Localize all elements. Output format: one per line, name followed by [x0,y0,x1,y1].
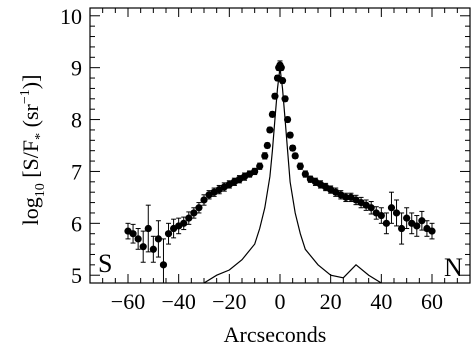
data-point [134,235,142,243]
data-point [180,219,188,227]
data-point [387,204,396,212]
corner-label-south: S [98,249,112,278]
y-tick-label: 5 [71,263,82,288]
data-point [418,217,426,225]
data-point [164,230,173,238]
data-point [291,152,299,160]
x-tick-label: −40 [161,289,195,314]
data-point [296,162,304,170]
data-point [195,204,203,212]
data-point [377,211,385,220]
data-point [413,222,421,230]
x-tick-label: 60 [421,289,443,314]
y-tick-label: 10 [60,4,82,29]
data-point [286,131,294,139]
data-point [190,209,198,217]
data-point [281,95,289,103]
data-point [271,92,279,100]
data-point [263,141,271,150]
plot-frame [89,7,471,284]
data-point [289,144,297,152]
y-axis-title-close: )] [18,75,43,90]
data-point [284,115,292,124]
x-tick-label: −20 [212,289,246,314]
plot-area [124,60,436,283]
data-point [428,227,436,235]
data-point [268,110,276,118]
y-tick-label: 7 [71,159,82,184]
data-point [251,167,259,176]
data-point [159,261,168,269]
y-axis-title-star: * [33,133,48,140]
data-point [154,235,162,243]
data-point [129,230,137,238]
data-point [266,126,274,134]
x-axis-title: Arcseconds [224,322,327,347]
model-line [203,67,382,283]
x-tick-label: −60 [111,289,145,314]
x-tick-label: 40 [370,289,392,314]
data-point [367,204,375,212]
y-axis-title-main: log [18,197,43,225]
data-point [185,214,193,222]
series-group [124,60,436,283]
data-point [149,245,157,253]
x-tick-label: 0 [275,289,286,314]
data-point [200,196,208,204]
axes: −60 −40 −20 0 20 40 60 5 6 7 8 9 10 [60,4,471,314]
data-point [278,77,287,85]
y-axis-title-exp: −1 [18,89,33,104]
y-tick-label: 8 [71,108,82,133]
data-point [392,209,401,217]
data-point [261,152,269,160]
data-point [301,170,309,178]
data-point [277,64,285,72]
y-tick-label: 6 [71,211,82,236]
y-axis-title-unit: (sr [18,103,43,132]
data-point [403,214,411,222]
data-point [342,193,350,201]
data-point [139,243,147,251]
data-point [398,224,406,233]
data-point [382,219,390,227]
y-axis-title-open: [S/F [18,140,43,183]
y-axis-title: log10 [S/F* (sr−1)] [18,75,48,226]
data-point [144,224,152,233]
data-point [256,162,264,170]
y-tick-label: 9 [71,56,82,81]
y-axis-title-sub: 10 [33,183,48,197]
corner-label-north: N [444,253,463,282]
x-tick-label: 20 [320,289,342,314]
